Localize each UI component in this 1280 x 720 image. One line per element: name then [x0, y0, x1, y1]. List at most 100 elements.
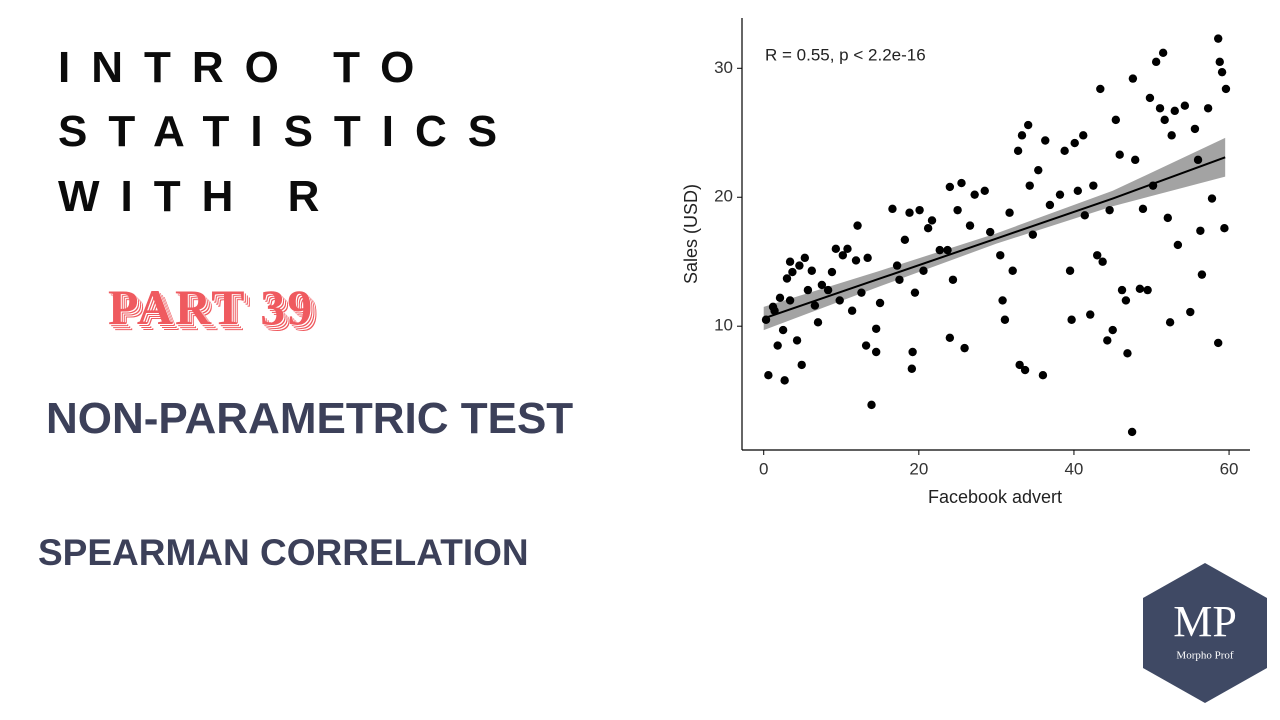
point [780, 376, 789, 385]
point [1170, 106, 1179, 116]
point [895, 275, 904, 284]
title-line: WITH R [58, 172, 341, 221]
point [945, 182, 955, 192]
point [871, 347, 881, 357]
point [1041, 136, 1050, 145]
point [948, 275, 958, 284]
point [788, 267, 797, 277]
point [857, 288, 866, 297]
point [1186, 307, 1195, 317]
point [1034, 165, 1043, 175]
point [1086, 310, 1095, 319]
point [1160, 115, 1169, 125]
point [1115, 150, 1124, 159]
point [1143, 285, 1152, 295]
point [1173, 240, 1183, 250]
point [1214, 338, 1223, 348]
point [1055, 190, 1065, 199]
point [907, 364, 917, 373]
logo: MP Morpho Prof [1143, 563, 1267, 703]
point [1005, 208, 1014, 217]
y-axis-label: Sales (USD) [681, 184, 701, 284]
point [945, 333, 955, 343]
point [1096, 84, 1105, 94]
point [910, 288, 920, 297]
point [875, 298, 885, 308]
point [1203, 104, 1213, 113]
point [761, 315, 771, 324]
point [861, 341, 871, 350]
point [1197, 270, 1207, 279]
point [915, 205, 924, 215]
point [1070, 138, 1079, 148]
point [1138, 204, 1148, 214]
point [1008, 266, 1017, 275]
x-tick-label: 0 [759, 459, 768, 478]
point [1079, 131, 1088, 140]
logo-name: Morpho Prof [1176, 650, 1233, 662]
point [867, 400, 876, 410]
point [1093, 251, 1102, 260]
x-tick-label: 20 [909, 459, 928, 478]
title-line: INTRO TO [58, 43, 436, 92]
point [1000, 315, 1010, 324]
point [810, 301, 820, 310]
point [1015, 360, 1024, 370]
point [1180, 101, 1190, 110]
point [785, 257, 795, 266]
point [1163, 213, 1172, 223]
point [1193, 155, 1203, 165]
point [1117, 285, 1127, 295]
point [1111, 115, 1121, 125]
point [980, 186, 989, 195]
point [813, 318, 823, 327]
point [1045, 200, 1055, 210]
point [935, 245, 944, 255]
x-tick-label: 60 [1220, 459, 1239, 478]
point [823, 285, 833, 295]
point [888, 204, 897, 214]
point [919, 266, 928, 275]
point [970, 190, 979, 199]
x-tick-label: 40 [1064, 459, 1083, 478]
point [998, 296, 1007, 305]
point [843, 244, 852, 254]
point [827, 267, 837, 277]
point [803, 285, 813, 295]
point [775, 293, 785, 303]
y-tick-label: 10 [714, 316, 733, 335]
point [908, 347, 917, 357]
point [1158, 48, 1168, 58]
point [943, 245, 952, 255]
point [1145, 93, 1155, 103]
topic: SPEARMAN CORRELATION [38, 532, 529, 573]
point [831, 244, 841, 254]
x-axis-label: Facebook advert [928, 487, 1062, 507]
point [1098, 257, 1107, 266]
point [853, 221, 862, 230]
point [1221, 84, 1231, 94]
point [1017, 131, 1027, 140]
point [1105, 205, 1114, 215]
point [871, 324, 881, 333]
point [764, 371, 773, 380]
point [1151, 57, 1161, 67]
point [773, 341, 782, 350]
point [1067, 315, 1076, 324]
title-line: STATISTICS [58, 107, 519, 156]
point [892, 261, 902, 270]
point [770, 306, 779, 315]
point [851, 256, 861, 265]
point [863, 253, 872, 263]
confidence-band [763, 137, 1226, 331]
point [1089, 181, 1098, 190]
point [1121, 296, 1131, 305]
point [1103, 336, 1112, 345]
y-tick-label: 30 [714, 58, 733, 77]
point [1038, 371, 1048, 380]
point [1013, 146, 1023, 156]
point [792, 336, 802, 345]
logo-hexagon [1143, 563, 1267, 703]
